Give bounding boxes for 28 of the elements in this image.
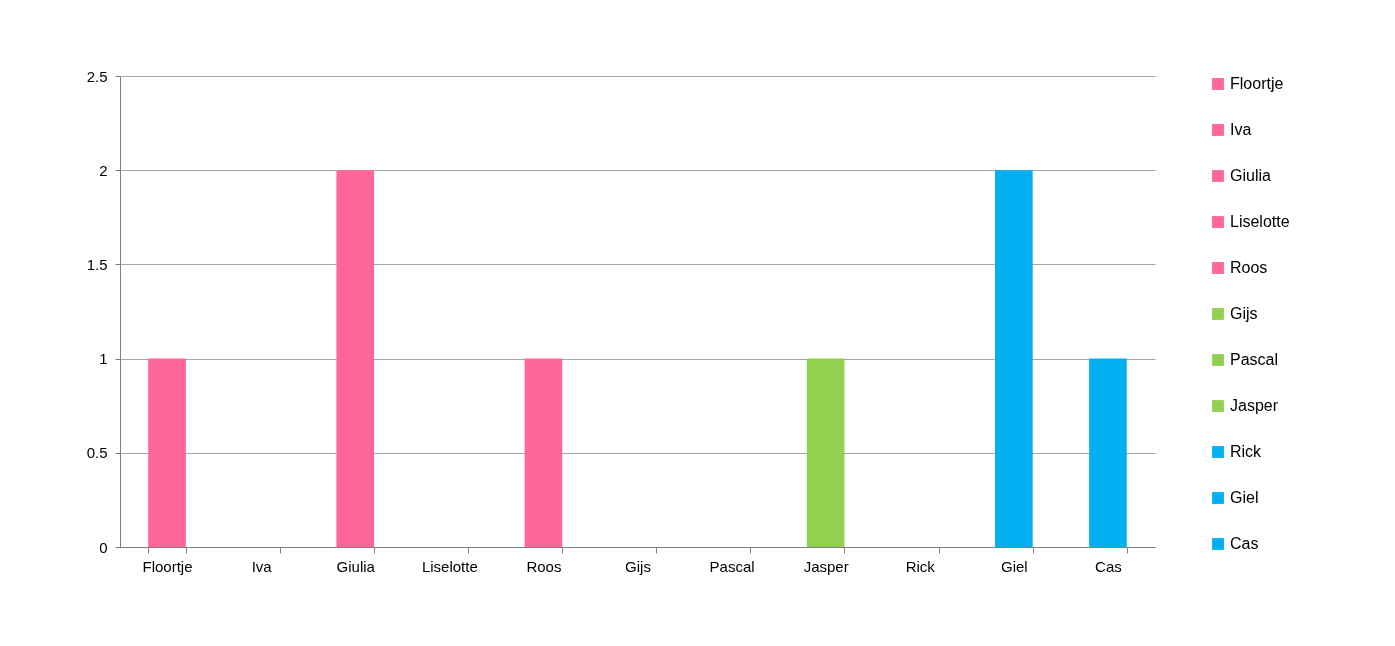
x-tick-label: Gijs bbox=[625, 557, 651, 575]
legend-label: Pascal bbox=[1230, 351, 1279, 368]
x-tick-label: Floortje bbox=[142, 557, 193, 575]
legend-label: Floortje bbox=[1230, 75, 1284, 92]
y-tick-label: 1 bbox=[99, 350, 108, 368]
x-tick-label: Liselotte bbox=[421, 557, 478, 575]
legend-label: Jasper bbox=[1230, 397, 1279, 414]
legend-label: Roos bbox=[1230, 259, 1268, 276]
legend-label: Giulia bbox=[1230, 167, 1272, 184]
y-tick-label: 1.5 bbox=[86, 255, 108, 273]
x-tick-label: Roos bbox=[526, 557, 562, 575]
legend-label: Giel bbox=[1230, 489, 1259, 506]
x-tick-label: Jasper bbox=[803, 557, 849, 575]
y-tick-label: 0 bbox=[99, 538, 108, 556]
legend-label: Rick bbox=[1230, 443, 1263, 460]
x-tick-label: Rick bbox=[905, 557, 936, 575]
y-tick-label: 2 bbox=[99, 161, 108, 179]
y-tick-label: 0.5 bbox=[86, 444, 108, 462]
legend-label: Iva bbox=[1230, 121, 1252, 138]
x-tick-label: Pascal bbox=[709, 557, 755, 575]
x-tick-label: Cas bbox=[1095, 557, 1122, 575]
x-tick-label: Giel bbox=[1001, 557, 1028, 575]
x-tick-label: Giulia bbox=[336, 557, 376, 575]
legend-label: Cas bbox=[1230, 535, 1259, 552]
x-tick-label: Iva bbox=[251, 557, 273, 575]
legend-label: Liselotte bbox=[1230, 213, 1290, 230]
legend-label: Gijs bbox=[1230, 305, 1258, 322]
y-tick-label: 2.5 bbox=[86, 67, 108, 85]
